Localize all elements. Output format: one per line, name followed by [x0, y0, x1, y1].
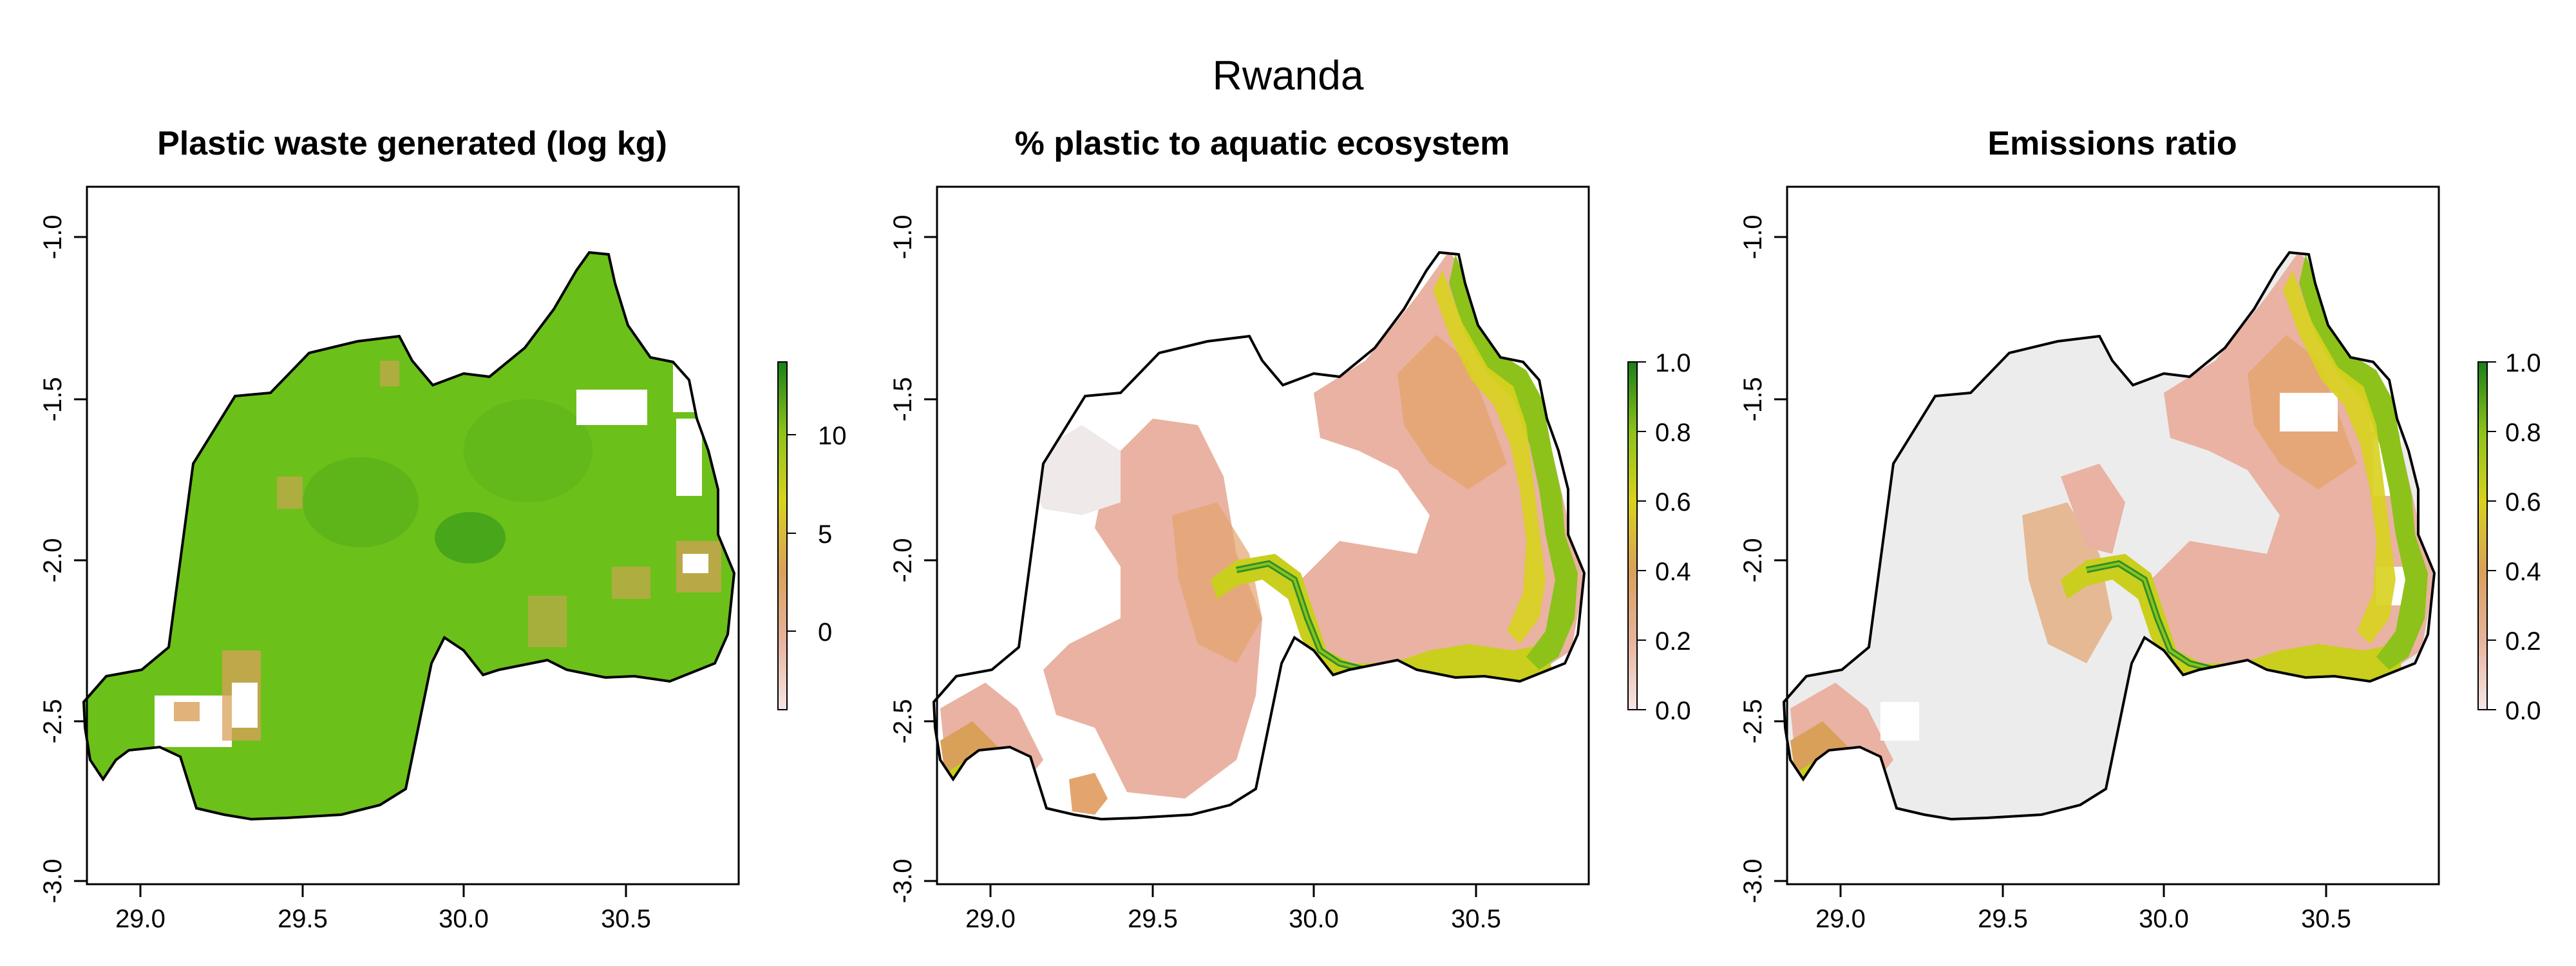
y-tick-label: -1.5	[1739, 377, 1767, 422]
x-tick-label: 29.0	[965, 905, 1016, 933]
plot-frame	[1786, 185, 2440, 886]
x-tick-label: 30.0	[439, 905, 489, 933]
panel-aquatic-ecosystem: % plastic to aquatic ecosystem	[889, 125, 1691, 933]
panel-emissions-ratio: Emissions ratio	[1739, 125, 2541, 933]
plot-frame	[936, 185, 1590, 886]
colorbar-tick-label: 0.6	[1655, 488, 1691, 516]
x-axis: 29.0 29.5 30.0 30.5	[1815, 884, 2351, 933]
x-tick-label: 30.0	[1289, 905, 1339, 933]
y-tick-label: -2.0	[39, 538, 67, 583]
map-rwanda-waste	[82, 251, 735, 820]
y-tick-label: -3.0	[889, 859, 917, 904]
colorbar-tick-label: 10	[818, 422, 847, 450]
x-tick-label: 29.0	[1815, 905, 1866, 933]
panel-title: Plastic waste generated (log kg)	[157, 125, 667, 162]
dense-urban-area	[435, 512, 506, 564]
y-tick-label: -3.0	[1739, 859, 1767, 904]
colorbar-tick-label: 0.2	[1655, 627, 1691, 656]
colorbar-tick-label: 1.0	[2505, 349, 2541, 377]
colorbar-tick-label: 0.8	[1655, 419, 1691, 447]
colorbar-tick-label: 0.6	[2505, 488, 2541, 516]
y-tick-label: -2.5	[889, 699, 917, 744]
map-rwanda-aquatic	[933, 251, 1586, 820]
colorbar-tick-label: 0.0	[1655, 697, 1691, 725]
y-tick-label: -3.0	[39, 859, 67, 904]
colorbar: 1.0 0.8 0.6 0.4 0.2 0.0	[2477, 349, 2541, 725]
y-tick-label: -1.0	[39, 215, 67, 260]
x-tick-label: 29.5	[278, 905, 328, 933]
x-tick-label: 29.0	[115, 905, 166, 933]
x-tick-label: 30.5	[1451, 905, 1501, 933]
panel-title: % plastic to aquatic ecosystem	[1015, 125, 1510, 162]
y-tick-label: -1.0	[1739, 215, 1767, 260]
x-axis: 29.0 29.5 30.0 30.5	[965, 884, 1501, 933]
y-axis: -1.0 -1.5 -2.0 -2.5 -3.0	[1739, 215, 1787, 904]
colorbar-tick-label: 0.2	[2505, 627, 2541, 656]
panel-waste-generated: Plastic waste generated (log kg)	[39, 125, 847, 933]
map-rwanda-emissions	[1783, 251, 2436, 820]
y-tick-label: -2.0	[889, 538, 917, 583]
y-tick-label: -1.5	[39, 377, 67, 422]
colorbar-tick-label: 0	[818, 618, 832, 647]
page-title: Rwanda	[1212, 52, 1364, 99]
plot-frame	[86, 185, 740, 886]
colorbar-tick-label: 0.4	[1655, 558, 1691, 586]
y-axis: -1.0 -1.5 -2.0 -2.5 -3.0	[39, 215, 87, 904]
y-axis: -1.0 -1.5 -2.0 -2.5 -3.0	[889, 215, 937, 904]
x-tick-label: 29.5	[1978, 905, 2028, 933]
x-axis: 29.0 29.5 30.0 30.5	[115, 884, 651, 933]
x-tick-label: 30.5	[2301, 905, 2351, 933]
colorbar-tick-label: 5	[818, 520, 832, 549]
y-tick-label: -2.5	[39, 699, 67, 744]
panel-title: Emissions ratio	[1987, 125, 2237, 162]
colorbar-tick-label: 0.4	[2505, 558, 2541, 586]
x-tick-label: 30.0	[2139, 905, 2189, 933]
y-tick-label: -2.0	[1739, 538, 1767, 583]
colorbar: 1.0 0.8 0.6 0.4 0.2 0.0	[1627, 349, 1691, 725]
colorbar-tick-label: 0.8	[2505, 419, 2541, 447]
colorbar-tick-label: 0.0	[2505, 697, 2541, 725]
x-tick-label: 30.5	[601, 905, 651, 933]
x-tick-label: 29.5	[1128, 905, 1178, 933]
y-tick-label: -1.5	[889, 377, 917, 422]
y-tick-label: -2.5	[1739, 699, 1767, 744]
colorbar: 10 5 0	[777, 361, 847, 710]
y-tick-label: -1.0	[889, 215, 917, 260]
colorbar-tick-label: 1.0	[1655, 349, 1691, 377]
